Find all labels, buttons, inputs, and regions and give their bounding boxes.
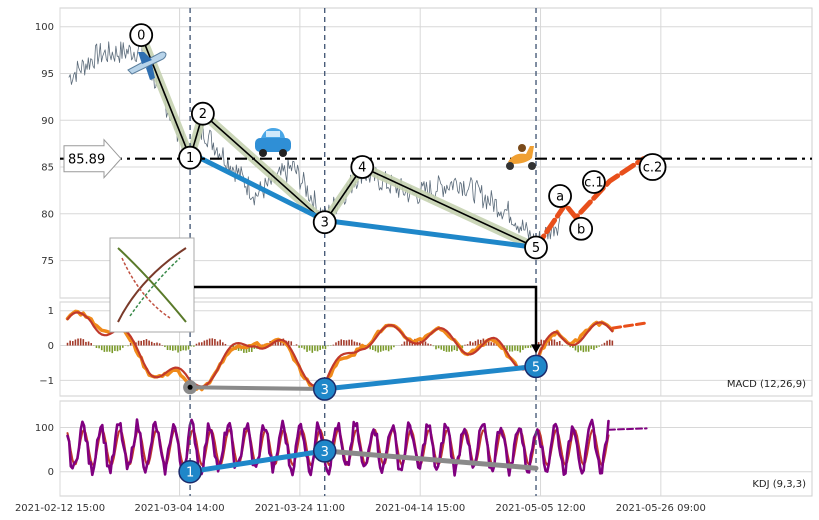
wave-label: a: [556, 190, 564, 205]
wave-label: 0: [137, 29, 145, 44]
wave-point-5: [524, 235, 548, 260]
kdj-y-tick-label: 100: [35, 423, 54, 434]
kdj-point-label: 1: [186, 466, 194, 481]
macd-y-tick-label: 1: [48, 306, 54, 317]
price-y-tick-label: 75: [41, 256, 54, 267]
kdj-j-line: [66, 418, 610, 477]
connector-line: [194, 285, 538, 351]
kdj-point-3: [312, 439, 337, 463]
x-tick-label: 2021-05-26 09:00: [616, 503, 706, 514]
wave-label: 4: [358, 161, 366, 176]
price-y-tick-label: 90: [41, 116, 54, 127]
wave-label: 5: [532, 241, 540, 256]
macd-gray-line: [188, 385, 327, 391]
macd-point-label: 5: [532, 360, 540, 375]
wave-point-4: [350, 155, 375, 179]
kdj-blue-line: [187, 448, 328, 475]
x-tick-label: 2021-05-05 12:00: [495, 503, 585, 514]
macd-point-start-core: [187, 384, 193, 390]
wave-label: c.1: [584, 176, 604, 191]
macd-panel-label: MACD (12,26,9): [727, 379, 806, 390]
macd-point-5: [524, 354, 548, 379]
car-icon: [255, 128, 291, 157]
price-y-tick-label: 100: [35, 22, 54, 33]
macd-y-tick-label: 0: [48, 341, 54, 352]
kdj-point-label: 3: [321, 445, 329, 460]
wave-label: 2: [199, 107, 207, 122]
projection-line: [533, 156, 647, 250]
airplane-icon: [127, 51, 167, 80]
wave-label: b: [577, 222, 585, 237]
connector-arrowhead: [531, 344, 542, 354]
macd-blue-line: [322, 363, 539, 392]
kdj-point-1: [178, 459, 202, 484]
wave-point-c1: [582, 170, 606, 194]
kdj-panel-label: KDJ (9,3,3): [752, 479, 806, 490]
price-level-label: 85.89: [68, 153, 105, 168]
kdj-projection: [608, 427, 648, 431]
price-y-tick-label: 80: [41, 209, 54, 220]
wave-point-3: [312, 210, 337, 235]
macd-projection: [611, 321, 649, 330]
wave-label: c.2: [643, 161, 663, 176]
macd-point-3: [312, 377, 337, 401]
wave-label: 1: [186, 151, 194, 166]
wave-point-a: [548, 184, 572, 208]
wave-point-1: [178, 145, 202, 170]
x-tick-label: 2021-03-24 11:00: [255, 503, 345, 514]
kdj-panel-frame: [59, 400, 813, 497]
wave-point-b: [569, 216, 594, 241]
wave-label: 3: [321, 216, 329, 231]
wave-point-2: [190, 101, 215, 126]
macd-y-tick-label: −1: [39, 376, 54, 387]
price-level-arrow: [63, 138, 122, 180]
x-tick-label: 2021-04-14 15:00: [375, 503, 465, 514]
wave-path: [140, 34, 537, 249]
thumbnail-image: [109, 237, 195, 333]
price-y-tick-label: 95: [41, 69, 54, 80]
x-tick-label: 2021-03-04 14:00: [135, 503, 225, 514]
x-tick-label: 2021-02-12 15:00: [15, 503, 105, 514]
kdj-gray-line: [322, 448, 539, 471]
scooter-icon: [506, 144, 536, 170]
wave-point-0: [129, 23, 154, 48]
price-y-tick-label: 85: [41, 163, 54, 174]
kdj-y-tick-label: 0: [48, 467, 54, 478]
wave-point-c2: [638, 153, 667, 181]
macd-point-label: 3: [321, 383, 329, 398]
